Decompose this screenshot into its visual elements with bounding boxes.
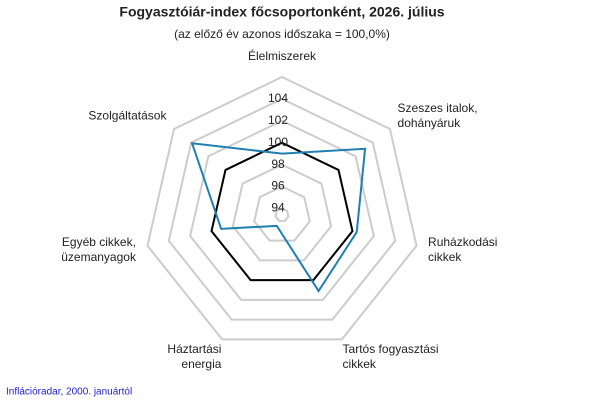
category-label: dohányáruk	[398, 116, 462, 130]
category-label: Tartós fogyasztási	[343, 342, 439, 356]
y-tick-label: 98	[271, 157, 285, 171]
series-line	[190, 142, 367, 293]
chart-subtitle: (az előző év azonos időszaka = 100,0%)	[174, 27, 390, 41]
grid-ring	[274, 207, 290, 222]
grid-ring	[253, 185, 311, 242]
grid-ring	[189, 119, 375, 301]
y-tick-label: 100	[268, 135, 288, 149]
category-label: Egyéb cikkek,	[62, 235, 136, 249]
series-line	[210, 141, 354, 282]
category-label: Háztartási	[167, 342, 221, 356]
category-label: Ruházkodási	[428, 235, 497, 249]
chart-title: Fogyasztóiár-index főcsoportonként, 2026…	[119, 4, 444, 20]
category-label: Élelmiszerek	[248, 48, 317, 63]
category-label: cikkek	[428, 250, 462, 264]
category-label: üzemanyagok	[61, 250, 137, 264]
grid-ring	[167, 97, 397, 321]
category-label: cikkek	[343, 357, 377, 371]
category-label: Szeszes italok,	[398, 101, 478, 115]
y-tick-label: 96	[271, 179, 285, 193]
y-tick-label: 104	[268, 91, 288, 105]
grid-ring	[231, 163, 333, 262]
category-label: energia	[181, 357, 221, 371]
y-tick-label: 94	[271, 201, 285, 215]
y-tick-label: 102	[268, 113, 288, 127]
outer-ring	[146, 75, 418, 341]
category-label: Szolgáltatások	[88, 109, 167, 123]
source-note: Inflációradar, 2000. januártól	[6, 387, 132, 398]
